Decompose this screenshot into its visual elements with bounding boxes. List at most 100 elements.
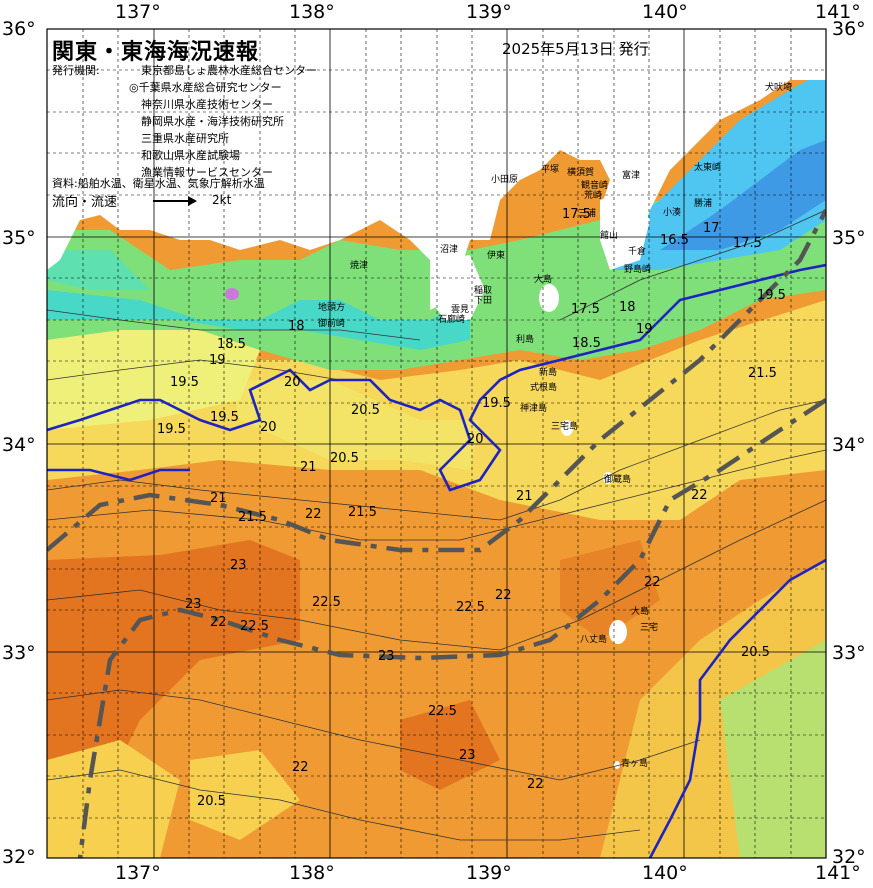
thin-contours [47, 209, 826, 841]
right-lat-35: 35° [832, 227, 866, 249]
right-lat-34: 34° [832, 434, 866, 456]
place-label: 沼津 [440, 245, 459, 255]
cool-zone-south [190, 750, 300, 840]
left-lat-33: 33° [2, 642, 36, 664]
isotherm-label: 22 [691, 488, 708, 503]
isotherm-label: 17 [703, 221, 720, 236]
bottom-lon-137: 137° [115, 862, 161, 884]
warm-core-south [400, 700, 500, 790]
isotherm-label: 21.5 [748, 366, 777, 381]
isotherm-label: 16.5 [660, 233, 689, 248]
bottom-lon-139: 139° [466, 862, 512, 884]
issuer-4: 三重県水産研究所 [141, 132, 229, 145]
right-lat-32: 32° [832, 846, 866, 868]
place-label: 地頭方 [318, 303, 346, 313]
place-label: 平塚 [541, 165, 560, 175]
isotherm-label: 20.5 [330, 451, 359, 466]
place-label: 御蔵島 [604, 475, 632, 485]
isotherm-label: 20 [467, 432, 484, 447]
isotherm-label: 20.5 [351, 403, 380, 418]
place-label: 大島 [534, 275, 553, 285]
issuer-2: 神奈川県水産技術センター [141, 98, 273, 111]
isotherm-label: 19.5 [482, 396, 511, 411]
lake-hamana [225, 288, 239, 300]
contour-20c-west [47, 468, 190, 482]
cyan-band-ise [47, 250, 150, 290]
right-lat-36: 36° [832, 18, 866, 40]
right-lat-33: 33° [832, 642, 866, 664]
grid-major [47, 29, 826, 858]
issuer-0: 東京都島しょ農林水産総合センター [141, 64, 317, 77]
place-label: 石廊崎 [438, 315, 466, 325]
isotherm-label: 22.5 [428, 704, 457, 719]
isotherm-label: 20 [260, 420, 277, 435]
lightyellow-west [47, 330, 260, 430]
land-izu [430, 255, 485, 320]
map-title: 関東・東海海況速報 [52, 40, 260, 65]
island-hachijo [609, 620, 627, 644]
place-label: 下田 [474, 296, 493, 306]
place-label: 館山 [600, 231, 619, 241]
issuers-label: 発行機関: [52, 64, 100, 77]
isotherm-label: 22 [305, 507, 322, 522]
isotherm-label: 19 [209, 353, 226, 368]
top-lon-139: 139° [466, 1, 512, 23]
isotherm-label: 19.5 [170, 375, 199, 390]
isotherm-label: 22 [210, 615, 227, 630]
issuer-3: 静岡県水産・海洋技術研究所 [141, 115, 284, 128]
place-label: 犬吠埼 [765, 83, 793, 93]
isotherm-label: 20 [284, 375, 301, 390]
place-label: 千倉 [628, 247, 647, 257]
place-label: 八丈島 [580, 635, 608, 645]
flow-arrow-icon [153, 196, 197, 206]
isotherm-label: 21 [300, 460, 317, 475]
isotherm-label: 19 [636, 322, 653, 337]
place-label: 三浦 [578, 209, 597, 219]
place-label: 式根島 [530, 383, 558, 393]
place-label: 稲取 [474, 286, 493, 296]
isotherm-label: 18 [619, 300, 636, 315]
place-label: 雲見 [451, 305, 470, 315]
place-label: 野島崎 [624, 265, 652, 275]
data-source: 資料:船舶水温、衛星水温、気象庁解析水温 [52, 177, 265, 190]
yellow-band-inner [230, 380, 480, 470]
isotherm-label: 22 [292, 760, 309, 775]
place-label: 神津島 [520, 404, 548, 414]
issuer-5: 和歌山県水産試験場 [141, 149, 240, 162]
isotherm-label: 22.5 [456, 600, 485, 615]
isotherm-label: 20.5 [197, 794, 226, 809]
isotherm-label: 22.5 [312, 595, 341, 610]
left-lat-32: 32° [2, 846, 36, 868]
isotherm-label: 21 [210, 491, 227, 506]
place-label: 小湊 [663, 208, 682, 218]
isotherm-label: 22 [644, 575, 661, 590]
isotherm-label: 21 [516, 489, 533, 504]
isotherm-label: 22 [495, 588, 512, 603]
left-lat-35: 35° [2, 227, 36, 249]
bottom-lon-141: 141° [815, 862, 861, 884]
place-label: 太東崎 [694, 163, 722, 173]
issue-date: 2025年5月13日 発行 [502, 40, 649, 58]
isotherm-label: 21.5 [238, 510, 267, 525]
place-label: 富津 [622, 171, 641, 181]
isotherm-label: 22.5 [240, 619, 269, 634]
place-label: 利島 [516, 335, 535, 345]
place-label: 焼津 [350, 261, 369, 271]
contour-20c-south [648, 558, 826, 858]
kuroshio-axis-south [77, 398, 826, 858]
isotherm-label: 23 [378, 649, 395, 664]
top-lon-137: 137° [115, 1, 161, 23]
grid [47, 29, 826, 858]
land-boso [600, 190, 650, 270]
isotherm-label: 18 [288, 319, 305, 334]
isotherm-label: 23 [459, 748, 476, 763]
isotherm-label: 19.5 [757, 288, 786, 303]
place-label: 新島 [539, 368, 558, 378]
place-label: 伊東 [487, 251, 506, 261]
bottom-lon-140: 140° [642, 862, 688, 884]
island-miyake [561, 420, 573, 436]
isotherm-label: 18.5 [572, 336, 601, 351]
green-coastal-band [47, 90, 826, 370]
top-lon-141: 141° [815, 1, 861, 23]
